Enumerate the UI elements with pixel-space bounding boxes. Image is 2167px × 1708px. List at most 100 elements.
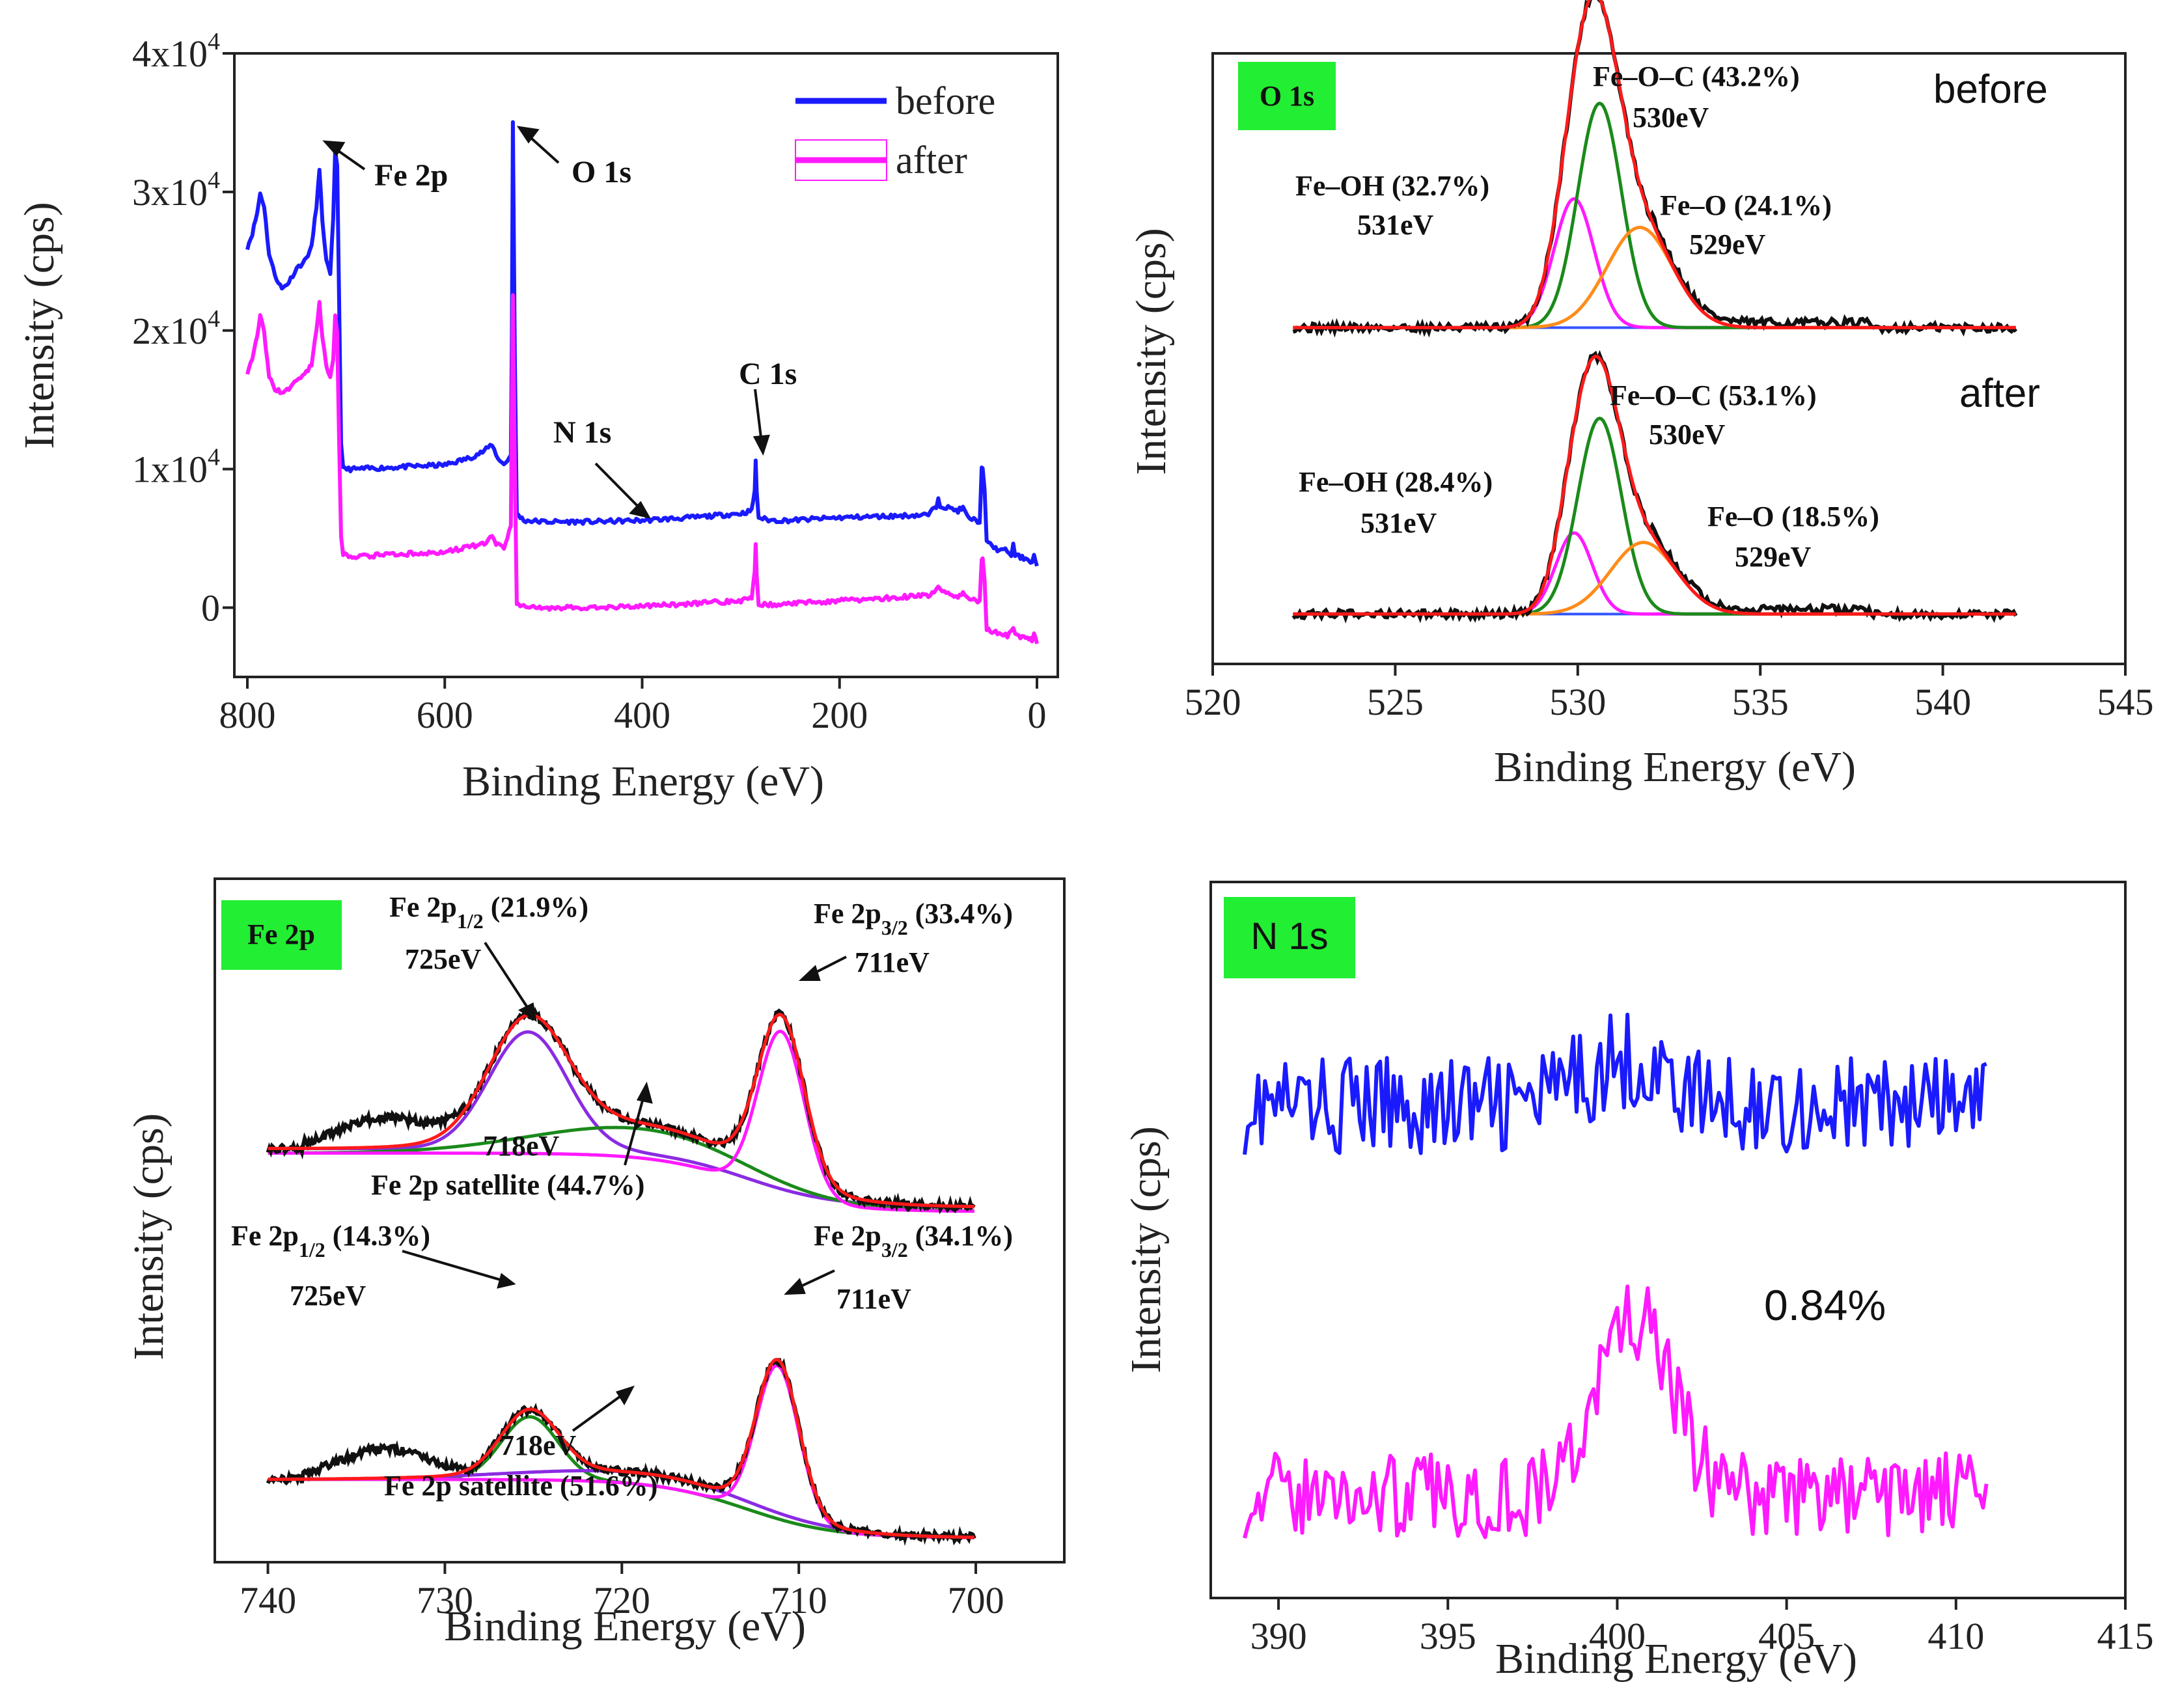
survey-xlabel: Binding Energy (eV) xyxy=(462,758,824,805)
o1s-xlabel: Binding Energy (eV) xyxy=(1494,743,1856,791)
o1s-xtick-label: 545 xyxy=(2097,681,2154,723)
annotation-o1s: O 1s xyxy=(572,155,631,189)
fe2p-xtick-label: 720 xyxy=(594,1579,650,1621)
survey-ylabel: Intensity (cps) xyxy=(16,202,63,448)
fe2p-arrow-sat-after xyxy=(572,1392,626,1432)
o1s-plot-frame xyxy=(1211,52,2127,665)
survey-ytick-label: 4x104 xyxy=(132,28,220,75)
o1s-xtick-label: 530 xyxy=(1549,681,1606,723)
fe2p-arrowhead-p32-before xyxy=(798,965,821,981)
n1s-plot-frame xyxy=(1209,881,2127,1599)
n1s-xtick-label: 395 xyxy=(1420,1615,1476,1657)
fe2p-component-line xyxy=(268,1029,974,1213)
o1s-arrowhead xyxy=(516,126,540,144)
n1s-tag-label: N 1s xyxy=(1250,915,1328,957)
o1s-before-feoh-energy: 531eV xyxy=(1357,209,1434,241)
o1s-envelope-line xyxy=(1293,0,2016,329)
fe2p-arrow-p12-after xyxy=(402,1250,505,1282)
o1s-chart: Intensity (cps) Binding Energy (eV) 520 5… xyxy=(1127,0,2154,791)
o1s-before-feoh-label: Fe–OH (32.7%) xyxy=(1295,170,1489,202)
o1s-state-before: before xyxy=(1933,67,2048,112)
fe2p-before-p12-label: Fe 2p1/2 (21.9%) xyxy=(389,891,588,933)
fe2p-after-p32-label: Fe 2p3/2 (34.1%) xyxy=(814,1220,1013,1261)
fe2p-arrowhead-p12-before xyxy=(518,1002,537,1023)
n1s-xtick-label: 410 xyxy=(1927,1615,1984,1657)
o1s-envelope-line xyxy=(1293,354,2016,616)
fe2p-arrowhead-p12-after xyxy=(497,1273,516,1289)
n1s-xlabel: Binding Energy (eV) xyxy=(1495,1635,1857,1683)
fe2p-xtick-label: 710 xyxy=(771,1579,827,1621)
o1s-xtick-label: 520 xyxy=(1185,681,1241,723)
fe2p-tag-label: Fe 2p xyxy=(247,918,315,950)
fe2p-before-p32-energy: 711eV xyxy=(855,946,930,978)
o1s-after-feoc-label: Fe–O–C (53.1%) xyxy=(1610,379,1817,411)
survey-xtick-label: 400 xyxy=(614,694,670,736)
n1s-xtick-label: 405 xyxy=(1758,1615,1815,1657)
annotation-n1s: N 1s xyxy=(553,415,611,450)
fe2p-xtick-label: 730 xyxy=(417,1579,473,1621)
fe2p-plot-frame xyxy=(214,877,1066,1563)
fe2p-envelope-line xyxy=(268,1013,974,1209)
survey-chart: Intensity (cps) Binding Energy (eV) 0 1x1… xyxy=(16,28,1059,805)
annotation-c1s: C 1s xyxy=(739,357,797,391)
fe2p-before-p12-energy: 725eV xyxy=(405,943,482,975)
fe2p-chart: Intensity (cps) Binding Energy (eV) 740 7… xyxy=(125,877,1066,1650)
c1s-arrowhead xyxy=(752,434,770,456)
o1s-before-feoc-label: Fe–O–C (43.2%) xyxy=(1593,61,1800,92)
n1s-xtick-label: 415 xyxy=(2097,1615,2154,1657)
o1s-xtick-label: 535 xyxy=(1732,681,1789,723)
fe2p-arrow-p12-before xyxy=(484,941,532,1013)
fe2p-after-sat-label: Fe 2p satellite (51.6%) xyxy=(384,1470,657,1502)
o1s-after-feoc-energy: 530eV xyxy=(1649,419,1726,450)
n1s-tag xyxy=(1224,897,1355,978)
n1s-ylabel: Intensity (cps) xyxy=(1122,1126,1170,1373)
survey-ytick-label: 0 xyxy=(201,587,220,629)
survey-ytick-label: 2x104 xyxy=(132,305,220,352)
survey-before-line xyxy=(245,120,1039,567)
survey-xtick-label: 0 xyxy=(1028,694,1047,736)
o1s-xtick-label: 540 xyxy=(1914,681,1971,723)
n1s-arrowhead xyxy=(629,501,652,519)
o1s-xtick-label: 525 xyxy=(1367,681,1424,723)
n1s-before-line xyxy=(1243,1012,1987,1155)
n1s-after-line xyxy=(1243,1284,1989,1539)
fe2p-xtick-label: 700 xyxy=(948,1579,1004,1621)
annotation-fe2p: Fe 2p xyxy=(374,158,448,193)
o1s-after-feoh-label: Fe–OH (28.4%) xyxy=(1299,466,1493,498)
n1s-chart: Intensity (cps) Binding Energy (eV) 390 3… xyxy=(1122,881,2154,1683)
survey-xtick-label: 600 xyxy=(417,694,473,736)
legend-before-label: before xyxy=(896,79,995,122)
fe2p-arrow-sat-before xyxy=(624,1093,646,1166)
fe2p-xtick-label: 740 xyxy=(240,1579,296,1621)
fe2p-component-line xyxy=(268,1125,974,1213)
n1s-arrow xyxy=(594,462,642,511)
o1s-ylabel: Intensity (cps) xyxy=(1127,228,1175,475)
fe2p-after-p32-energy: 711eV xyxy=(836,1283,911,1315)
survey-xtick-label: 800 xyxy=(219,694,276,736)
fe2p-after-p12-label: Fe 2p1/2 (14.3%) xyxy=(231,1220,430,1261)
o1s-before-feo-energy: 529eV xyxy=(1689,228,1766,260)
fe2p-raw-line xyxy=(266,1358,976,1547)
survey-ytick-label: 3x104 xyxy=(132,167,220,214)
o1s-raw-line xyxy=(1292,0,2018,338)
fe2p-after-sat-energy: 718eV xyxy=(500,1429,577,1461)
fe2p-after-p12-energy: 725eV xyxy=(290,1280,366,1312)
o1s-after-feo-label: Fe–O (18.5%) xyxy=(1707,501,1879,532)
o1s-tag-label: O 1s xyxy=(1260,80,1314,112)
fe2p-arrowhead-sat-before xyxy=(636,1081,653,1104)
fe2p-ylabel: Intensity (cps) xyxy=(125,1113,173,1360)
survey-ytick-label: 1x104 xyxy=(132,444,220,491)
survey-annotations xyxy=(322,126,770,519)
survey-legend: before after xyxy=(795,79,995,182)
fe2p-before-p32-label: Fe 2p3/2 (33.4%) xyxy=(814,898,1013,939)
survey-xtick-label: 200 xyxy=(811,694,868,736)
o1s-before-feo-label: Fe–O (24.1%) xyxy=(1660,189,1832,221)
fe2p-envelope-line xyxy=(268,1358,975,1539)
n1s-percentage: 0.84% xyxy=(1764,1281,1886,1329)
o1s-tag xyxy=(1238,62,1336,130)
n1s-xtick-label: 400 xyxy=(1589,1615,1646,1657)
fe2p-xlabel: Binding Energy (eV) xyxy=(444,1603,806,1650)
c1s-arrow xyxy=(754,389,763,443)
fe2p-before-sat-label: Fe 2p satellite (44.7%) xyxy=(371,1169,644,1201)
legend-after-label: after xyxy=(896,139,967,182)
